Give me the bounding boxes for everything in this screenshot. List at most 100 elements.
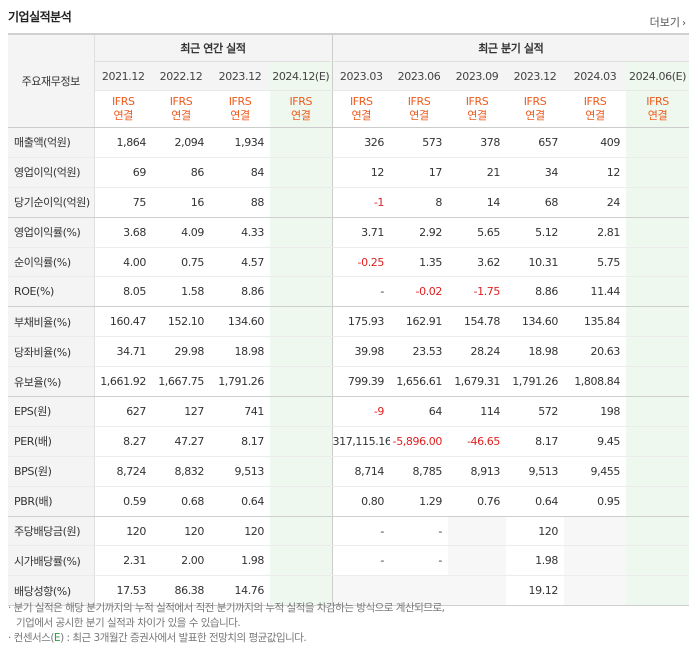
- ifrs-top: IFRS: [349, 95, 373, 108]
- value-cell: 0.59: [94, 486, 152, 517]
- value-cell: [564, 545, 626, 577]
- value-cell: [626, 187, 690, 218]
- ifrs-top: IFRS: [228, 95, 252, 108]
- row-label: 당기순이익(억원): [8, 187, 95, 218]
- value-cell: 16: [152, 187, 210, 218]
- value-cell: 1.98: [506, 545, 564, 577]
- value-cell: 2.31: [94, 545, 152, 577]
- value-cell: 2,094: [152, 127, 210, 158]
- ifrs-bottom: 연결: [467, 109, 487, 122]
- ifrs-bottom: 연결: [113, 109, 134, 122]
- ifrs-label: IFRS 연결: [448, 90, 506, 128]
- ifrs-top: IFRS: [407, 95, 431, 108]
- value-cell: 29.98: [152, 336, 210, 368]
- value-cell: 572: [506, 396, 564, 427]
- ifrs-bottom: 연결: [171, 109, 191, 122]
- value-cell: -: [331, 545, 390, 577]
- value-cell: [448, 545, 506, 577]
- value-cell: 47.27: [152, 426, 210, 457]
- value-cell: 75: [94, 187, 152, 218]
- value-cell: 8.17: [506, 426, 564, 457]
- table-row: 주당배당금(원) 120 120 120- -120: [8, 516, 690, 547]
- value-cell: 4.00: [94, 247, 152, 278]
- value-cell: 84: [210, 157, 270, 188]
- value-cell: 152.10: [152, 306, 210, 338]
- value-cell: 4.09: [152, 217, 210, 248]
- value-cell: 4.33: [210, 217, 270, 248]
- value-cell: 657: [506, 127, 564, 158]
- value-cell: 86.38: [152, 575, 210, 607]
- value-cell: [270, 187, 332, 218]
- value-cell: 154.78: [448, 306, 506, 338]
- ifrs-label: IFRS 연결: [94, 90, 152, 128]
- row-label: 순이익률(%): [8, 247, 95, 278]
- period-header: 2021.12: [94, 61, 152, 91]
- value-cell: [626, 276, 690, 308]
- value-cell: -: [390, 545, 448, 577]
- period-header: 2024.03: [564, 61, 626, 91]
- value-cell: 17: [390, 157, 448, 188]
- value-cell: 8.86: [210, 276, 270, 308]
- row-label: 부채비율(%): [8, 306, 95, 338]
- value-cell: 2.00: [152, 545, 210, 577]
- value-cell: -9: [331, 396, 390, 427]
- value-cell: [626, 396, 690, 427]
- more-link[interactable]: 더보기 ›: [650, 14, 686, 30]
- ifrs-top: IFRS: [465, 95, 489, 108]
- value-cell: 378: [448, 127, 506, 158]
- value-cell: 627: [94, 396, 152, 427]
- value-cell: [270, 366, 332, 398]
- note-line: 기업에서 공시한 분기 실적과 차이가 있을 수 있습니다.: [16, 617, 241, 629]
- chevron-right-icon: ›: [682, 18, 686, 29]
- value-cell: 1,808.84: [564, 366, 626, 398]
- value-cell: 20.63: [564, 336, 626, 368]
- ifrs-top: IFRS: [583, 95, 607, 108]
- value-cell: [270, 336, 332, 368]
- table-row: 당기순이익(억원) 75 16 88 -1 8 14 68 24: [8, 187, 690, 218]
- table-row: PBR(배) 0.59 0.68 0.64 0.80 1.29 0.76 0.64 0.95: [8, 486, 690, 517]
- value-cell: 198: [564, 396, 626, 427]
- value-cell: 409: [564, 127, 626, 158]
- value-cell: 23.53: [390, 336, 448, 368]
- value-cell: 4.57: [210, 247, 270, 278]
- footnotes: · 분기 실적은 해당 분기까지의 누적 실적에서 직전 분기까지의 누적 실적…: [8, 601, 445, 646]
- value-cell: 134.60: [210, 306, 270, 338]
- ifrs-bottom: 연결: [525, 109, 545, 122]
- value-cell: [564, 575, 626, 607]
- value-cell: 0.75: [152, 247, 210, 278]
- value-cell: -0.25: [331, 247, 390, 278]
- value-cell: 18.98: [506, 336, 564, 368]
- ifrs-top: IFRS: [111, 95, 135, 108]
- value-cell: [270, 486, 332, 517]
- value-cell: -: [331, 276, 390, 308]
- ifrs-bottom: 연결: [585, 109, 605, 122]
- value-cell: [626, 456, 690, 487]
- group-quarter-header: 최근 분기 실적: [331, 33, 690, 62]
- ifrs-label: IFRS 연결: [331, 90, 390, 128]
- value-cell: 21: [448, 157, 506, 188]
- value-cell: 0.64: [506, 486, 564, 517]
- note-line: · 분기 실적은 해당 분기까지의 누적 실적에서 직전 분기까지의 누적 실적…: [8, 602, 445, 614]
- value-cell: 11.44: [564, 276, 626, 308]
- period-header: 2023.06: [390, 61, 448, 91]
- value-cell: [270, 306, 332, 338]
- period-header: 2024.12(E): [270, 61, 332, 91]
- value-cell: 86: [152, 157, 210, 188]
- ifrs-top: IFRS: [523, 95, 547, 108]
- value-cell: [626, 336, 690, 368]
- value-cell: 120: [210, 516, 270, 547]
- value-cell: 1,656.61: [390, 366, 448, 398]
- label-header: 주요재무정보: [8, 33, 95, 128]
- value-cell: 8: [390, 187, 448, 218]
- ifrs-label: IFRS 연결: [390, 90, 448, 128]
- value-cell: 9.45: [564, 426, 626, 457]
- row-label: 유보율(%): [8, 366, 95, 398]
- value-cell: 8,724: [94, 456, 152, 487]
- value-cell: -46.65: [448, 426, 506, 457]
- value-cell: 1,864: [94, 127, 152, 158]
- table-row: 매출액(억원) 1,864 2,094 1,934 326 573 378 657 409: [8, 127, 690, 158]
- table-row: 순이익률(%) 4.00 0.75 4.57 -0.25 1.35 3.62 10.31 5.7…: [8, 247, 690, 278]
- value-cell: [448, 575, 506, 607]
- more-label: 더보기: [649, 16, 680, 29]
- table-row: EPS(원) 627 127 741 -9 64 114 572 198: [8, 396, 690, 427]
